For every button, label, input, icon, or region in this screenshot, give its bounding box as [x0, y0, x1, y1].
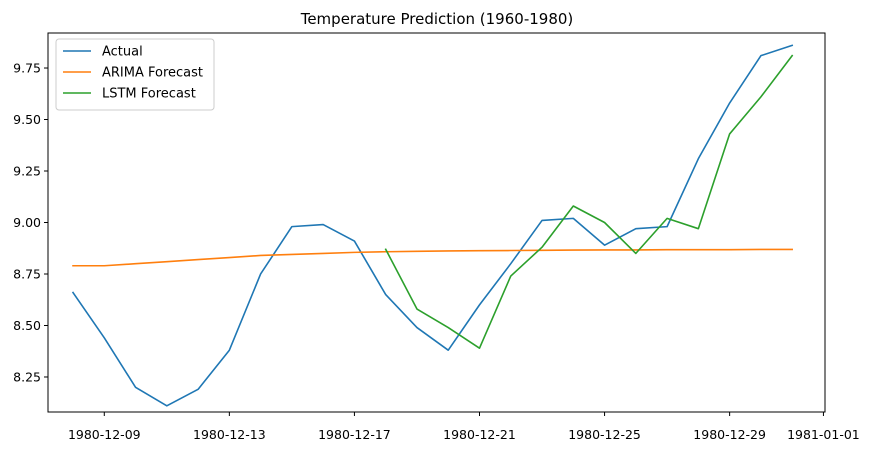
axes-frame: [47, 32, 826, 413]
x-tick-label: 1980-12-29: [693, 427, 766, 442]
chart-title: Temperature Prediction (1960-1980): [300, 10, 574, 28]
x-tick-label: 1980-12-17: [318, 427, 391, 442]
x-tick-label: 1981-01-01: [787, 427, 860, 442]
x-tick-label: 1980-12-21: [443, 427, 516, 442]
x-tick-label: 1980-12-25: [568, 427, 641, 442]
y-tick-label: 8.25: [13, 369, 41, 384]
plot-area: 8.25 8.50 8.75 9.00 9.25 9.50 9.75 1980-12-09 19…: [13, 44, 860, 442]
series-line-lstm-forecast: [384, 54, 794, 349]
y-tick-label: 8.50: [13, 318, 41, 333]
legend: Actual ARIMA Forecast LSTM Forecast: [55, 38, 215, 111]
legend-box: [55, 38, 215, 111]
series-line-actual: [71, 44, 794, 407]
y-tick-label: 8.75: [13, 266, 41, 281]
series-line-arima-forecast: [72, 248, 793, 267]
y-tick-label: 9.00: [13, 215, 41, 230]
x-tick-label: 1980-12-13: [193, 427, 266, 442]
legend-label: LSTM Forecast: [102, 87, 196, 102]
legend-label: ARIMA Forecast: [102, 66, 203, 81]
x-tick-label: 1980-12-09: [68, 427, 141, 442]
y-tick-label: 9.25: [13, 164, 41, 179]
y-tick-label: 9.50: [13, 112, 41, 127]
y-tick-label: 9.75: [13, 61, 41, 76]
legend-label: Actual: [102, 45, 143, 60]
